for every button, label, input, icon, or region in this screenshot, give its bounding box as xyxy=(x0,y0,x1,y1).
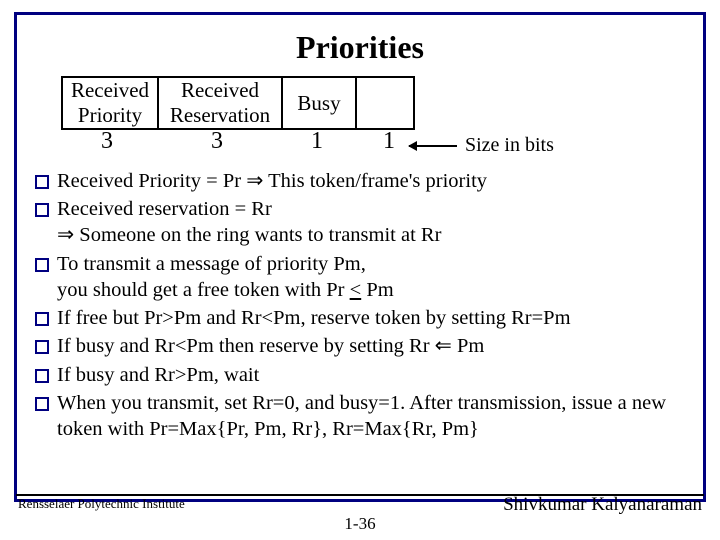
bit-field-diagram: Received Priority Received Reservation B… xyxy=(61,76,681,168)
bits-1: 3 xyxy=(211,128,223,155)
bullet-5: If busy and Rr>Pm, wait xyxy=(57,362,683,388)
field-table: Received Priority Received Reservation B… xyxy=(61,76,415,130)
bullet-4: If busy and Rr<Pm then reserve by settin… xyxy=(57,333,683,359)
bullet-2: To transmit a message of priority Pm,you… xyxy=(57,251,683,303)
bullet-list: Received Priority = Pr ⇒ This token/fram… xyxy=(57,168,683,442)
header-cell-0: Received Priority xyxy=(62,77,158,129)
bullet-0: Received Priority = Pr ⇒ This token/fram… xyxy=(57,168,683,194)
bullet-6: When you transmit, set Rr=0, and busy=1.… xyxy=(57,390,683,442)
page-number: 1-36 xyxy=(0,514,720,534)
header-text-1: Received Reservation xyxy=(170,78,270,127)
header-text-2: Busy xyxy=(297,91,340,115)
size-label: Size in bits xyxy=(465,134,554,157)
header-cell-3 xyxy=(356,77,414,129)
slide-frame: Priorities Received Priority Received Re… xyxy=(14,12,706,502)
bits-3: 1 xyxy=(383,128,395,155)
bullet-1: Received reservation = Rr⇒ Someone on th… xyxy=(57,196,683,248)
size-arrow xyxy=(409,145,457,147)
header-cell-1: Received Reservation xyxy=(158,77,282,129)
header-text-0: Received Priority xyxy=(71,78,149,127)
footer-right: Shivkumar Kalyanaraman xyxy=(503,494,702,516)
bullet-3: If free but Pr>Pm and Rr<Pm, reserve tok… xyxy=(57,305,683,331)
bits-0: 3 xyxy=(101,128,113,155)
header-cell-2: Busy xyxy=(282,77,356,129)
slide-title: Priorities xyxy=(17,29,703,66)
footer-left: Rensselaer Polytechnic Institute xyxy=(18,496,185,512)
bits-2: 1 xyxy=(311,128,323,155)
